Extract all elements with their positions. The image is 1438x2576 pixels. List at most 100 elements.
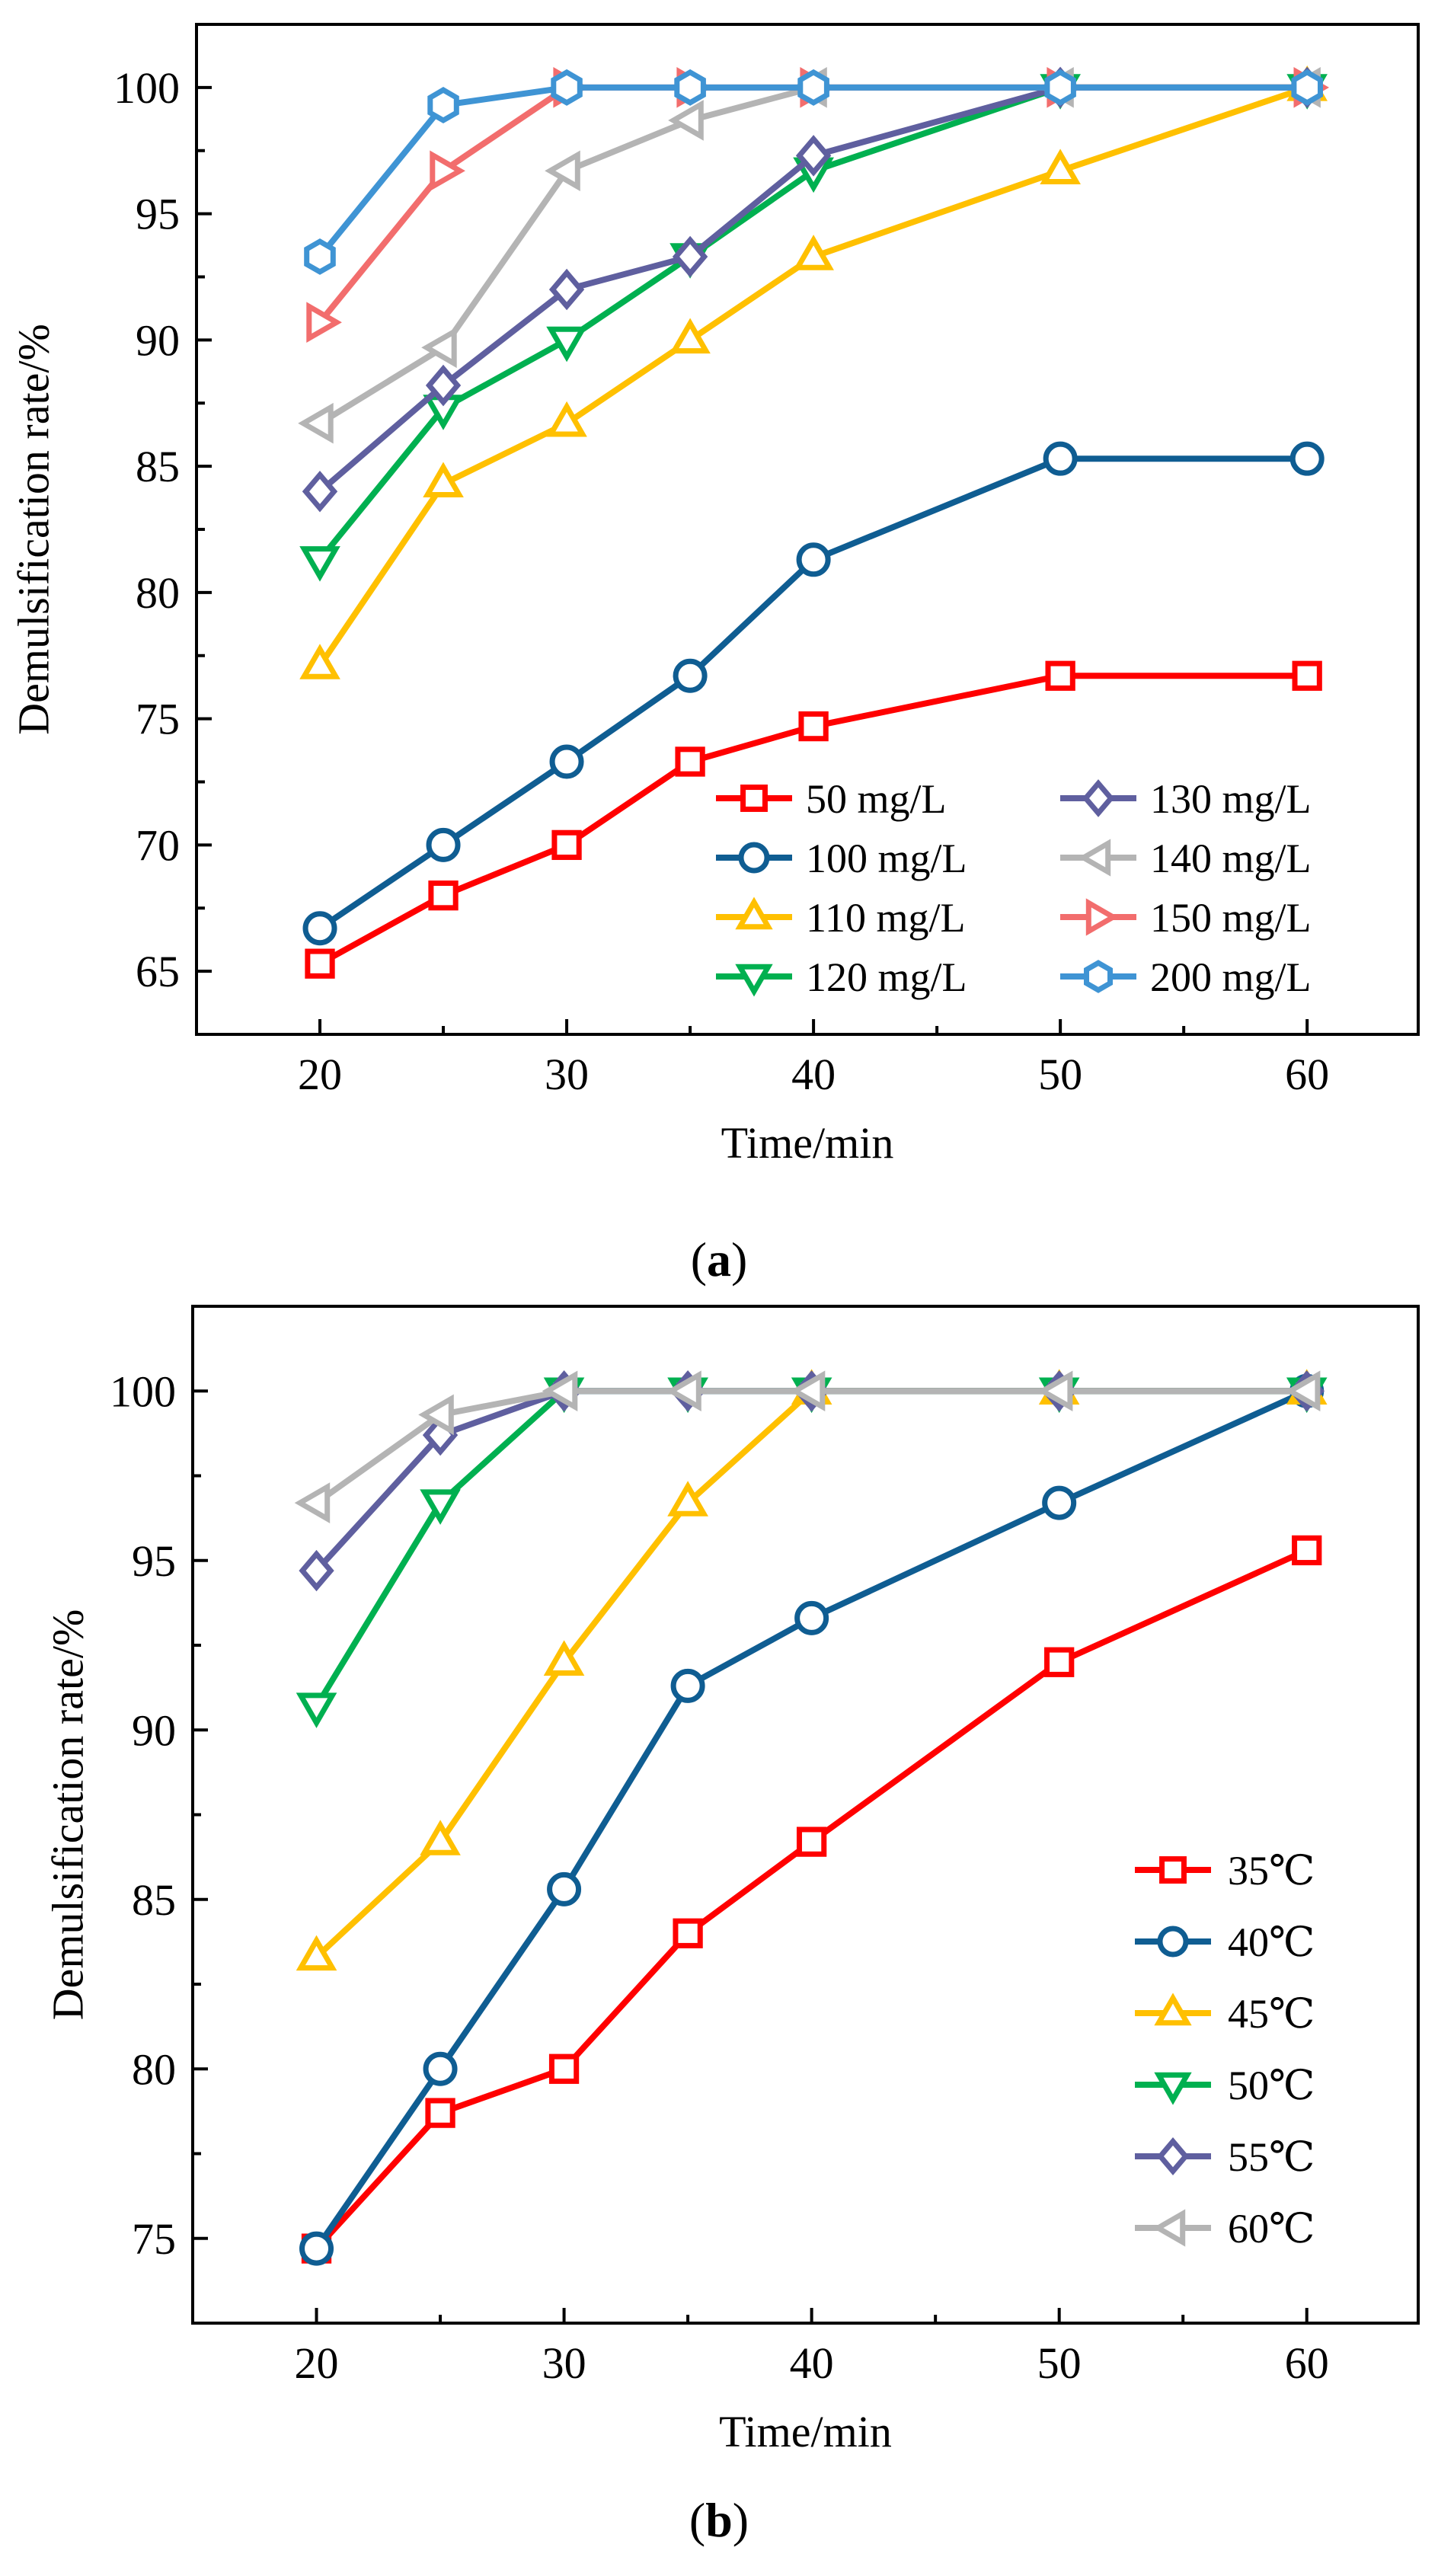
data-point-marker (542, 1370, 578, 1412)
y-tick-label: 90 (132, 1705, 176, 1755)
y-axis-title: Demulsification rate/% (43, 1609, 92, 2021)
data-point-marker (1037, 1370, 1073, 1412)
x-tick-label: 60 (1285, 2338, 1329, 2388)
data-point-marker (302, 911, 337, 946)
data-point-marker (306, 302, 342, 343)
data-point-marker (428, 881, 459, 911)
data-point-marker (427, 87, 459, 124)
data-point-marker (546, 326, 587, 363)
data-point-marker (793, 235, 834, 270)
data-point-marker (299, 546, 340, 582)
data-point-marker (673, 658, 708, 693)
x-tick-label: 40 (791, 1050, 836, 1099)
chart-a: 20 30 40 50 60 65 70 75 80 85 90 95 100 Time/min Demul… (8, 23, 1420, 1286)
data-point-marker (546, 401, 587, 437)
series-55- (299, 1369, 1325, 1592)
data-point-marker (673, 1918, 703, 1948)
x-tick-label: 20 (298, 1050, 342, 1099)
legend-item: 150 mg/L (1060, 895, 1312, 941)
data-point-marker (549, 744, 584, 779)
series-35- (301, 1535, 1322, 2264)
data-point-marker (425, 364, 462, 407)
data-point-marker (1284, 1370, 1321, 1412)
data-point-marker (1043, 441, 1078, 476)
legend-item: 45℃ (1135, 1991, 1315, 2037)
data-point-marker (423, 462, 464, 497)
y-tick-label: 100 (113, 63, 180, 113)
legend-item: 130 mg/L (1060, 776, 1312, 822)
legend-marker (735, 964, 773, 997)
data-point-marker (543, 1640, 585, 1676)
data-point-marker (1289, 441, 1325, 476)
data-point-marker (423, 2051, 458, 2086)
data-point-marker (1044, 1647, 1075, 1677)
y-tick-label: 100 (110, 1366, 176, 1416)
data-point-marker (1292, 660, 1322, 691)
x-tick-label: 30 (542, 2338, 586, 2388)
chart-caption: (b) (689, 2493, 749, 2547)
legend-label: 130 mg/L (1150, 776, 1312, 822)
y-tick-label: 75 (132, 2214, 176, 2264)
data-point-marker (420, 1820, 461, 1855)
legend-label: 60℃ (1228, 2206, 1315, 2252)
series-200-mg-l (304, 69, 1323, 275)
data-point-marker (1040, 149, 1081, 184)
data-point-marker (796, 542, 831, 577)
legend-label: 40℃ (1228, 1919, 1315, 1965)
data-point-marker (425, 2098, 455, 2128)
x-tick-label: 50 (1038, 1050, 1082, 1099)
legend-marker (1154, 2072, 1192, 2105)
data-point-marker (430, 150, 465, 192)
data-point-marker (298, 402, 334, 444)
legend-item: 55℃ (1135, 2134, 1315, 2180)
chart-b: 20 30 40 50 60 75 80 85 90 95 100 Time/min Demulsifi… (43, 1305, 1420, 2547)
legend-label: 150 mg/L (1150, 895, 1312, 941)
data-point-marker (299, 644, 340, 679)
y-tick-label: 95 (136, 190, 180, 239)
x-tick-label: 20 (295, 2338, 339, 2388)
data-point-marker (796, 1827, 827, 1857)
legend-item: 35℃ (1135, 1848, 1315, 1894)
legend-item: 140 mg/L (1060, 836, 1312, 881)
legend-marker (1154, 1993, 1192, 2026)
data-point-marker (1044, 69, 1076, 106)
legend-marker (1084, 960, 1113, 993)
data-point-marker (551, 69, 583, 106)
series-line (314, 1388, 1307, 1708)
y-tick-label: 85 (132, 1875, 176, 1925)
data-point-marker (548, 268, 585, 311)
data-point-marker (1045, 660, 1075, 691)
legend-marker (1159, 1856, 1187, 1884)
x-tick-label: 50 (1037, 2338, 1082, 2388)
legend-label: 140 mg/L (1150, 836, 1312, 881)
legend-item: 120 mg/L (716, 954, 967, 1000)
data-point-marker (548, 2053, 580, 2084)
data-point-marker (420, 1489, 461, 1525)
data-point-marker (426, 827, 461, 862)
data-point-marker (672, 235, 708, 278)
data-point-marker (797, 69, 829, 106)
legend-item: 50 mg/L (716, 776, 947, 822)
legend-label: 55℃ (1228, 2134, 1315, 2180)
series-line (314, 1388, 1309, 2251)
series-150-mg-l (306, 67, 1330, 343)
legend-marker (1152, 2209, 1186, 2247)
x-tick-label: 60 (1285, 1050, 1329, 1099)
data-point-marker (666, 1370, 701, 1412)
data-point-marker (795, 135, 832, 177)
legend-label: 200 mg/L (1150, 954, 1312, 1000)
legend-item: 60℃ (1135, 2206, 1315, 2252)
data-point-marker (1291, 69, 1323, 106)
y-axis-title: Demulsification rate/% (8, 324, 58, 735)
data-point-marker (669, 318, 711, 354)
series-100-mg-l (302, 441, 1325, 946)
series-60- (294, 1370, 1321, 1523)
data-point-marker (674, 69, 706, 106)
legend: 50 mg/L 100 mg/L 110 mg/L 120 mg/L 130 mg/L 1… (716, 776, 1312, 1000)
data-point-marker (418, 1394, 454, 1436)
y-tick-label: 75 (136, 695, 180, 744)
legend-item: 200 mg/L (1060, 954, 1312, 1000)
legend-label: 50℃ (1228, 2063, 1315, 2108)
